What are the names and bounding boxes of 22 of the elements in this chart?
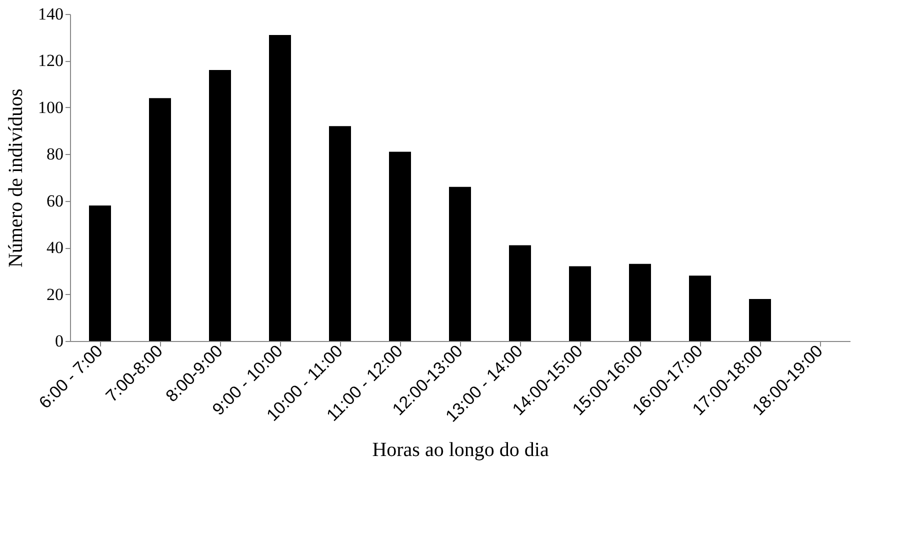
bar: [389, 152, 411, 341]
y-tick-label: 100: [38, 98, 64, 117]
bar: [629, 264, 651, 341]
y-axis-title: Número de indivíduos: [5, 88, 27, 268]
bar: [149, 98, 171, 341]
bar: [689, 276, 711, 341]
bar: [449, 186, 471, 341]
bar: [329, 126, 351, 341]
y-tick-label: 20: [46, 284, 64, 304]
bar: [209, 70, 231, 341]
y-tick-label: 40: [46, 238, 64, 258]
y-tick-label: 0: [55, 332, 64, 350]
bar: [269, 35, 291, 341]
x-axis-title: Horas ao longo do dia: [372, 439, 549, 461]
y-tick-label: 60: [46, 191, 64, 210]
bar: [509, 245, 531, 341]
y-tick-label: 80: [46, 144, 64, 164]
bar: [749, 298, 771, 341]
bar: [569, 266, 591, 341]
y-tick-label: 140: [38, 4, 64, 24]
bar: [89, 206, 111, 341]
y-tick-label: 120: [38, 51, 64, 70]
